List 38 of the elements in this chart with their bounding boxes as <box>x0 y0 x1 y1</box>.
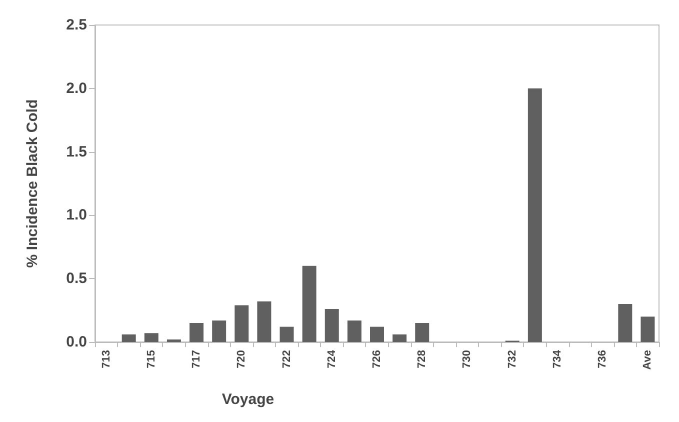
y-tick-label: 1.5 <box>66 143 87 160</box>
x-tick-label: 713 <box>100 350 112 368</box>
bar <box>392 334 407 342</box>
x-tick-label: 734 <box>551 349 564 368</box>
x-tick-label: 724 <box>326 349 338 368</box>
bar <box>640 316 655 342</box>
y-tick-label: 0.0 <box>66 334 87 350</box>
x-tick-label: 720 <box>236 350 248 368</box>
x-axis-title: Voyage <box>222 391 274 408</box>
x-tick-label: Ave <box>642 350 654 370</box>
bar <box>618 304 632 342</box>
bar <box>144 333 158 342</box>
x-tick-label: 736 <box>596 350 609 368</box>
bar <box>280 326 294 342</box>
x-tick-label: 726 <box>371 350 383 368</box>
x-tick-label: 728 <box>416 350 428 368</box>
bar <box>528 88 542 342</box>
x-tick-label: 715 <box>145 350 158 368</box>
bar <box>324 309 339 342</box>
bar <box>190 322 204 342</box>
y-tick-label: 2.0 <box>66 80 87 97</box>
x-tick-label: 717 <box>190 350 203 368</box>
bar <box>212 320 226 342</box>
bar <box>415 322 430 342</box>
bar <box>302 266 316 342</box>
bar <box>257 301 272 342</box>
bar <box>166 339 181 342</box>
y-tick-label: 2.5 <box>66 16 87 34</box>
bar <box>234 305 249 342</box>
x-tick-label: 722 <box>280 350 293 368</box>
bar <box>122 334 136 342</box>
bar <box>370 326 384 342</box>
y-tick-label: 0.5 <box>66 270 87 288</box>
y-tick-label: 1.0 <box>66 206 87 224</box>
x-tick-label: 730 <box>461 350 474 368</box>
bar <box>347 320 362 342</box>
x-tick-label: 732 <box>506 350 518 368</box>
y-axis-title: % Incidence Black Cold <box>24 99 41 268</box>
